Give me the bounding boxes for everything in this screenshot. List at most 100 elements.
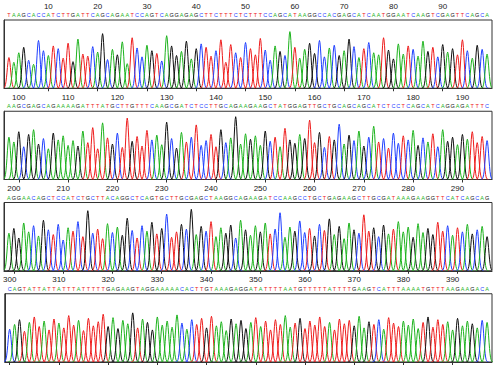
svg-text:C: C <box>150 103 154 109</box>
svg-text:C: C <box>273 195 277 201</box>
svg-text:C: C <box>106 12 110 18</box>
svg-text:A: A <box>219 286 223 292</box>
svg-text:C: C <box>204 103 208 109</box>
svg-text:G: G <box>416 103 420 109</box>
svg-text:A: A <box>475 286 479 292</box>
svg-text:G: G <box>312 12 316 18</box>
svg-text:A: A <box>416 195 420 201</box>
svg-text:A: A <box>456 103 460 109</box>
svg-text:A: A <box>357 103 361 109</box>
svg-text:C: C <box>396 103 400 109</box>
svg-text:T: T <box>480 103 484 109</box>
svg-text:G: G <box>470 286 474 292</box>
svg-text:C: C <box>41 12 45 18</box>
svg-text:A: A <box>185 286 189 292</box>
svg-text:G: G <box>12 195 16 201</box>
svg-text:T: T <box>264 286 268 292</box>
svg-text:T: T <box>402 103 406 109</box>
svg-text:G: G <box>347 12 351 18</box>
svg-text:C: C <box>367 103 371 109</box>
svg-text:A: A <box>219 195 223 201</box>
svg-text:T: T <box>273 103 277 109</box>
svg-text:C: C <box>382 103 386 109</box>
svg-text:C: C <box>165 195 169 201</box>
svg-text:C: C <box>317 195 321 201</box>
svg-text:T: T <box>279 286 283 292</box>
svg-text:A: A <box>120 12 124 18</box>
svg-text:C: C <box>332 12 336 18</box>
svg-text:T: T <box>456 12 460 18</box>
svg-text:220: 220 <box>106 184 120 193</box>
svg-text:90: 90 <box>438 2 447 11</box>
svg-text:T: T <box>436 286 440 292</box>
svg-text:C: C <box>436 12 440 18</box>
svg-text:T: T <box>308 195 312 201</box>
svg-text:G: G <box>258 195 262 201</box>
svg-text:200: 200 <box>7 184 21 193</box>
svg-text:A: A <box>357 286 361 292</box>
svg-text:A: A <box>229 103 233 109</box>
svg-text:G: G <box>17 286 21 292</box>
svg-text:T: T <box>97 286 101 292</box>
svg-text:C: C <box>357 195 361 201</box>
svg-text:G: G <box>145 286 149 292</box>
svg-text:T: T <box>91 103 95 109</box>
svg-text:A: A <box>96 12 100 18</box>
svg-text:C: C <box>184 195 188 201</box>
svg-text:C: C <box>303 195 307 201</box>
svg-text:T: T <box>47 286 51 292</box>
svg-text:A: A <box>470 12 474 18</box>
svg-text:T: T <box>71 195 75 201</box>
svg-text:C: C <box>268 103 272 109</box>
svg-text:G: G <box>71 12 75 18</box>
svg-text:A: A <box>446 12 450 18</box>
svg-text:T: T <box>86 103 90 109</box>
svg-text:C: C <box>480 286 484 292</box>
svg-text:T: T <box>338 286 342 292</box>
svg-text:C: C <box>234 12 238 18</box>
svg-text:A: A <box>278 103 282 109</box>
svg-text:290: 290 <box>451 184 465 193</box>
svg-text:T: T <box>170 195 174 201</box>
svg-text:T: T <box>121 103 125 109</box>
svg-text:A: A <box>244 103 248 109</box>
svg-text:340: 340 <box>200 275 214 284</box>
svg-text:C: C <box>406 103 410 109</box>
svg-text:A: A <box>451 286 455 292</box>
svg-text:A: A <box>288 286 292 292</box>
svg-text:T: T <box>81 12 85 18</box>
svg-text:T: T <box>67 286 71 292</box>
svg-text:A: A <box>239 103 243 109</box>
svg-text:C: C <box>22 103 26 109</box>
svg-text:G: G <box>426 12 430 18</box>
svg-text:140: 140 <box>209 93 223 102</box>
svg-text:A: A <box>194 195 198 201</box>
svg-text:160: 160 <box>308 93 322 102</box>
svg-text:G: G <box>431 195 435 201</box>
svg-text:A: A <box>421 195 425 201</box>
svg-text:A: A <box>12 103 16 109</box>
svg-text:C: C <box>446 195 450 201</box>
svg-text:G: G <box>337 12 341 18</box>
svg-text:T: T <box>407 12 411 18</box>
svg-text:C: C <box>91 12 95 18</box>
svg-text:C: C <box>110 195 114 201</box>
svg-text:A: A <box>466 103 470 109</box>
svg-text:G: G <box>317 103 321 109</box>
svg-text:C: C <box>214 12 218 18</box>
svg-text:A: A <box>165 12 169 18</box>
svg-text:C: C <box>475 195 479 201</box>
svg-text:30: 30 <box>142 2 151 11</box>
svg-text:320: 320 <box>101 275 115 284</box>
svg-text:A: A <box>71 103 75 109</box>
svg-text:A: A <box>56 103 60 109</box>
svg-text:G: G <box>239 286 243 292</box>
svg-text:G: G <box>115 12 119 18</box>
svg-text:T: T <box>7 12 11 18</box>
svg-text:A: A <box>303 12 307 18</box>
svg-text:G: G <box>36 103 40 109</box>
svg-text:T: T <box>155 195 159 201</box>
svg-text:C: C <box>115 103 119 109</box>
svg-text:G: G <box>17 195 21 201</box>
svg-text:G: G <box>184 12 188 18</box>
